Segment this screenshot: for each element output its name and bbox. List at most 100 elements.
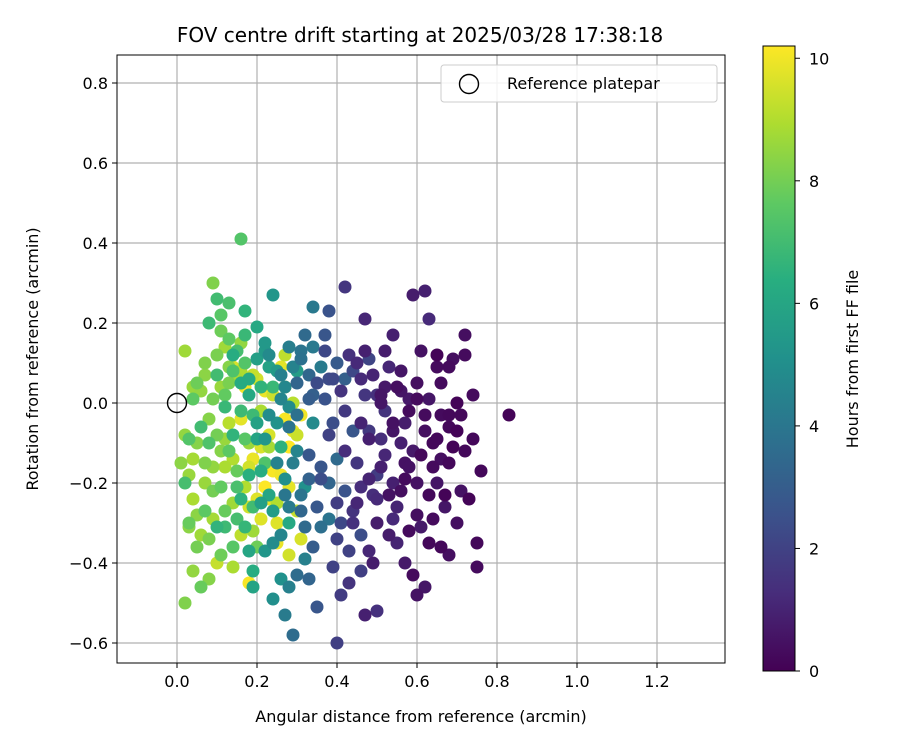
scatter-point bbox=[318, 392, 332, 406]
scatter-point bbox=[406, 288, 420, 302]
scatter-point bbox=[218, 460, 232, 474]
scatter-point bbox=[386, 512, 400, 526]
scatter-point bbox=[310, 500, 324, 514]
scatter-point bbox=[402, 524, 416, 538]
scatter-point bbox=[282, 340, 296, 354]
scatter-point bbox=[322, 512, 336, 526]
scatter-point bbox=[226, 428, 240, 442]
scatter-point bbox=[430, 432, 444, 446]
scatter-point bbox=[282, 580, 296, 594]
scatter-point bbox=[238, 304, 252, 318]
scatter-point bbox=[218, 388, 232, 402]
scatter-point bbox=[258, 336, 272, 350]
scatter-point bbox=[302, 448, 316, 462]
scatter-point bbox=[194, 420, 208, 434]
colorbar-tick-label: 0 bbox=[809, 662, 819, 681]
scatter-point bbox=[306, 340, 320, 354]
scatter-point bbox=[206, 392, 220, 406]
scatter-point bbox=[306, 540, 320, 554]
scatter-point bbox=[274, 392, 288, 406]
scatter-point bbox=[422, 536, 436, 550]
scatter-point bbox=[282, 516, 296, 530]
scatter-point bbox=[278, 488, 292, 502]
scatter-point bbox=[254, 380, 268, 394]
colorbar-tick-label: 6 bbox=[809, 294, 819, 313]
scatter-point bbox=[474, 464, 488, 478]
y-tick-label: −0.6 bbox=[69, 634, 108, 653]
scatter-point bbox=[234, 376, 248, 390]
scatter-point bbox=[238, 328, 252, 342]
scatter-point bbox=[198, 368, 212, 382]
scatter-point bbox=[186, 392, 200, 406]
scatter-point bbox=[454, 408, 468, 422]
scatter-point bbox=[414, 344, 428, 358]
scatter-points bbox=[166, 232, 516, 650]
scatter-point bbox=[450, 396, 464, 410]
scatter-point bbox=[222, 376, 236, 390]
scatter-point bbox=[362, 472, 376, 486]
scatter-point bbox=[310, 600, 324, 614]
scatter-point bbox=[338, 372, 352, 386]
scatter-point bbox=[282, 548, 296, 562]
scatter-point bbox=[250, 416, 264, 430]
scatter-point bbox=[358, 608, 372, 622]
scatter-point bbox=[326, 560, 340, 574]
scatter-point bbox=[178, 476, 192, 490]
scatter-point bbox=[438, 500, 452, 514]
scatter-point bbox=[350, 356, 364, 370]
y-tick-label: 0.4 bbox=[83, 234, 108, 253]
scatter-point bbox=[286, 456, 300, 470]
scatter-point bbox=[382, 488, 396, 502]
y-tick-label: 0.0 bbox=[83, 394, 108, 413]
colorbar-tick-label: 2 bbox=[809, 539, 819, 558]
scatter-point bbox=[458, 348, 472, 362]
scatter-point bbox=[274, 528, 288, 542]
scatter-point bbox=[382, 528, 396, 542]
scatter-point bbox=[234, 232, 248, 246]
scatter-point bbox=[258, 544, 272, 558]
scatter-point bbox=[246, 580, 260, 594]
scatter-point bbox=[402, 404, 416, 418]
scatter-point bbox=[410, 476, 424, 490]
scatter-point bbox=[450, 516, 464, 530]
scatter-point bbox=[238, 520, 252, 534]
scatter-point bbox=[226, 348, 240, 362]
scatter-point bbox=[198, 456, 212, 470]
scatter-point bbox=[370, 492, 384, 506]
y-tick-label: −0.4 bbox=[69, 554, 108, 573]
scatter-point bbox=[406, 568, 420, 582]
scatter-point bbox=[302, 392, 316, 406]
scatter-point bbox=[410, 588, 424, 602]
scatter-point bbox=[210, 520, 224, 534]
scatter-point bbox=[274, 440, 288, 454]
scatter-point bbox=[342, 348, 356, 362]
scatter-point bbox=[178, 596, 192, 610]
colorbar-tick-label: 4 bbox=[809, 417, 819, 436]
scatter-point bbox=[410, 376, 424, 390]
legend: Reference platepar bbox=[440, 64, 718, 103]
legend-reference-marker bbox=[458, 73, 480, 95]
y-tick-label: 0.2 bbox=[83, 314, 108, 333]
scatter-point bbox=[458, 444, 472, 458]
scatter-point bbox=[254, 512, 268, 526]
scatter-point bbox=[470, 536, 484, 550]
x-tick-label: 1.2 bbox=[644, 672, 669, 691]
scatter-point bbox=[290, 376, 304, 390]
scatter-point bbox=[354, 528, 368, 542]
scatter-point bbox=[394, 436, 408, 450]
chart-title: FOV centre drift starting at 2025/03/28 … bbox=[177, 23, 663, 47]
scatter-point bbox=[270, 516, 284, 530]
scatter-point bbox=[254, 496, 268, 510]
colorbar-ticks: 0 2 4 6 8 10 bbox=[795, 49, 829, 681]
scatter-point bbox=[314, 520, 328, 534]
colorbar-tick-label: 10 bbox=[809, 49, 829, 68]
x-axis-label: Angular distance from reference (arcmin) bbox=[255, 707, 586, 726]
scatter-point bbox=[182, 432, 196, 446]
scatter-point bbox=[314, 460, 328, 474]
scatter-point bbox=[290, 428, 304, 442]
scatter-point bbox=[370, 516, 384, 530]
scatter-point bbox=[346, 516, 360, 530]
y-tick-label: −0.2 bbox=[69, 474, 108, 493]
legend-box bbox=[440, 64, 718, 103]
